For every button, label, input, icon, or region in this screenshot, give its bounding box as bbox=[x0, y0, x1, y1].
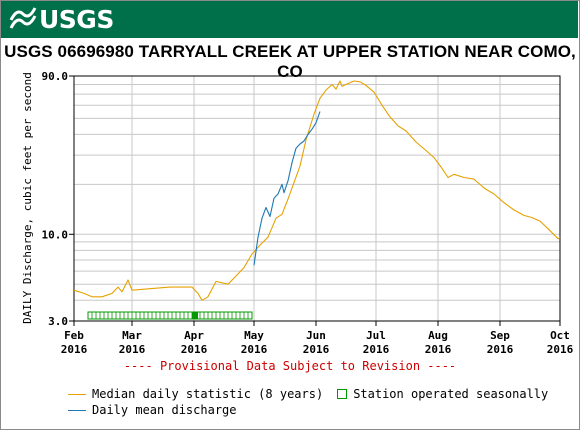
x-tick-label-year: 2016 bbox=[61, 343, 88, 356]
legend-seasonal-swatch bbox=[337, 389, 348, 399]
legend-daily-swatch bbox=[68, 409, 86, 411]
x-tick-label-month: Feb bbox=[64, 329, 84, 342]
x-tick-label-year: 2016 bbox=[119, 343, 146, 356]
axis-labels: Feb2016Mar2016Apr2016May2016Jun2016Jul20… bbox=[42, 70, 574, 356]
series-lines bbox=[73, 80, 561, 301]
provisional-note: ---- Provisional Data Subject to Revisio… bbox=[123, 359, 457, 373]
x-tick-label-year: 2016 bbox=[241, 343, 268, 356]
y-tick-label: 90.0 bbox=[42, 70, 69, 83]
x-tick-label-year: 2016 bbox=[303, 343, 330, 356]
usgs-logo-text: USGS bbox=[39, 5, 114, 34]
axis-ticks bbox=[69, 75, 561, 326]
x-tick-label-year: 2016 bbox=[547, 343, 574, 356]
x-tick-label-month: Apr bbox=[184, 329, 204, 342]
usgs-header-bar: USGS bbox=[1, 1, 578, 38]
plot-area-border bbox=[73, 75, 561, 322]
seasonal-bar bbox=[87, 311, 253, 320]
legend-daily-label: Daily mean discharge bbox=[92, 403, 237, 417]
x-tick-label-month: Oct bbox=[550, 329, 570, 342]
legend-seasonal-label: Station operated seasonally bbox=[353, 387, 549, 401]
x-tick-label-month: Jun bbox=[306, 329, 326, 342]
seasonal-period-marker bbox=[192, 312, 198, 319]
x-tick-label-year: 2016 bbox=[181, 343, 208, 356]
legend-row-median: Median daily statistic (8 years) Station… bbox=[68, 386, 548, 402]
legend-row-daily: Daily mean discharge bbox=[68, 402, 548, 418]
x-tick-label-month: Sep bbox=[490, 329, 510, 342]
legend-median-swatch bbox=[68, 393, 86, 395]
x-tick-label-year: 2016 bbox=[363, 343, 390, 356]
x-tick-label-month: Mar bbox=[122, 329, 142, 342]
legend: Median daily statistic (8 years) Station… bbox=[68, 386, 548, 418]
y-tick-label: 10.0 bbox=[42, 228, 69, 241]
grid-lines bbox=[74, 76, 560, 321]
median-daily-line bbox=[73, 80, 561, 301]
x-tick-label-year: 2016 bbox=[487, 343, 514, 356]
usgs-logo[interactable]: USGS bbox=[9, 4, 114, 35]
seasonal-period-bar bbox=[87, 311, 253, 320]
x-tick-label-month: Aug bbox=[428, 329, 448, 342]
daily-mean-line bbox=[253, 111, 321, 266]
x-tick-label-year: 2016 bbox=[425, 343, 452, 356]
usgs-logo-wave-icon bbox=[9, 6, 37, 29]
y-axis-label: DAILY Discharge, cubic feet per second bbox=[21, 72, 34, 324]
legend-median-label: Median daily statistic (8 years) bbox=[92, 387, 324, 401]
y-tick-label: 3.0 bbox=[48, 315, 68, 328]
x-tick-label-month: May bbox=[244, 329, 264, 342]
x-tick-label-month: Jul bbox=[366, 329, 386, 342]
